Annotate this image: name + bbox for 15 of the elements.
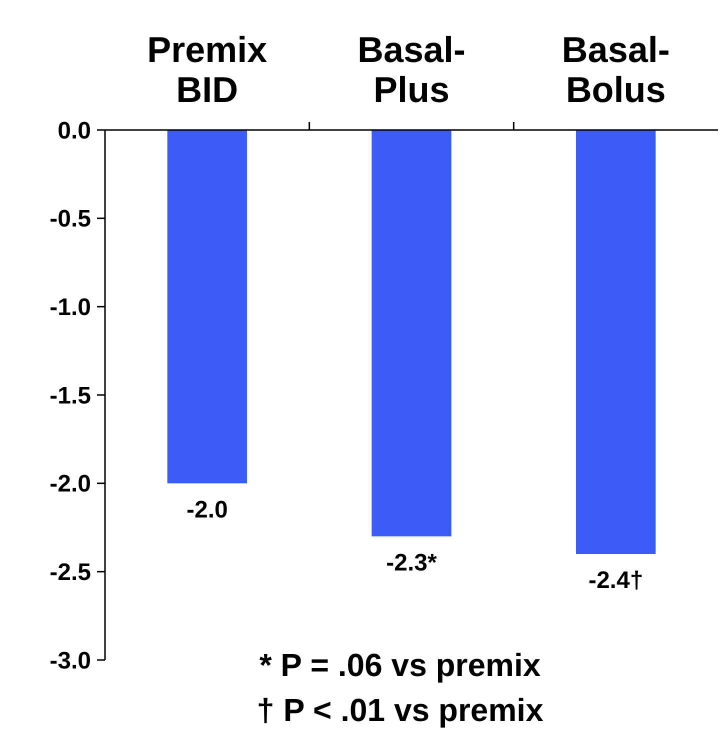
y-tick-label: -2.0	[50, 470, 91, 498]
data-label: -2.3*	[386, 549, 438, 576]
y-tick-label: -0.5	[50, 206, 91, 233]
y-tick-label: -3.0	[50, 647, 91, 674]
x-tick-label: Basal- Plus	[357, 29, 466, 110]
y-tick-label: -1.5	[50, 382, 91, 410]
x-tick-label: Premix BID	[147, 29, 268, 110]
text: † P < .01 vs premix	[256, 692, 544, 728]
data-label: -2.0	[186, 496, 228, 524]
x-tick-label: Basal- Bolus	[562, 29, 670, 110]
y-tick-label: -2.5	[50, 559, 91, 586]
y-tick-label: -1.0	[50, 294, 91, 322]
data-label: -2.4†	[588, 567, 644, 594]
y-tick-label: 0.0	[58, 117, 91, 144]
annotation: * P = .06 vs premix	[259, 647, 541, 683]
